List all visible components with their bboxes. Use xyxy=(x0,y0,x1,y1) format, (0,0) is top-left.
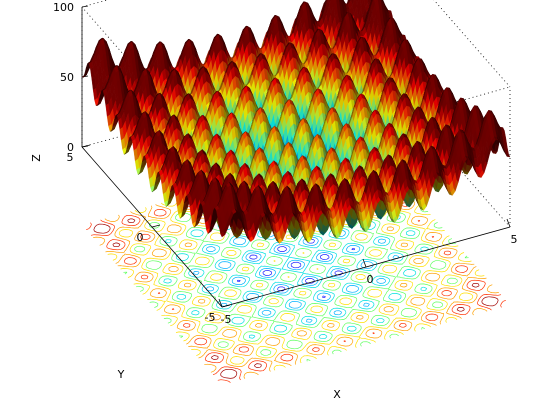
z-tick-label: 100 xyxy=(53,1,74,14)
z-tick-mark xyxy=(81,145,89,148)
x-tick-label: 0 xyxy=(367,273,374,286)
contour-level xyxy=(236,231,356,299)
surface-mesh xyxy=(81,0,511,244)
x-tick-mark xyxy=(362,258,367,268)
z-tick-label: 50 xyxy=(60,71,74,84)
x-tick-mark xyxy=(506,218,511,228)
y-tick-label: -5 xyxy=(205,311,216,324)
y-tick-mark xyxy=(221,304,231,308)
z-tick-label: 0 xyxy=(67,141,74,154)
z-tick-mark xyxy=(81,5,89,8)
contour-level xyxy=(163,190,429,340)
y-tick-mark xyxy=(151,224,161,228)
x-tick-label: -5 xyxy=(221,313,232,326)
y-tick-label: 0 xyxy=(137,231,144,244)
x-tick-mark xyxy=(218,298,223,308)
x-tick-label: 5 xyxy=(511,233,518,246)
y-tick-label: 5 xyxy=(67,151,74,164)
